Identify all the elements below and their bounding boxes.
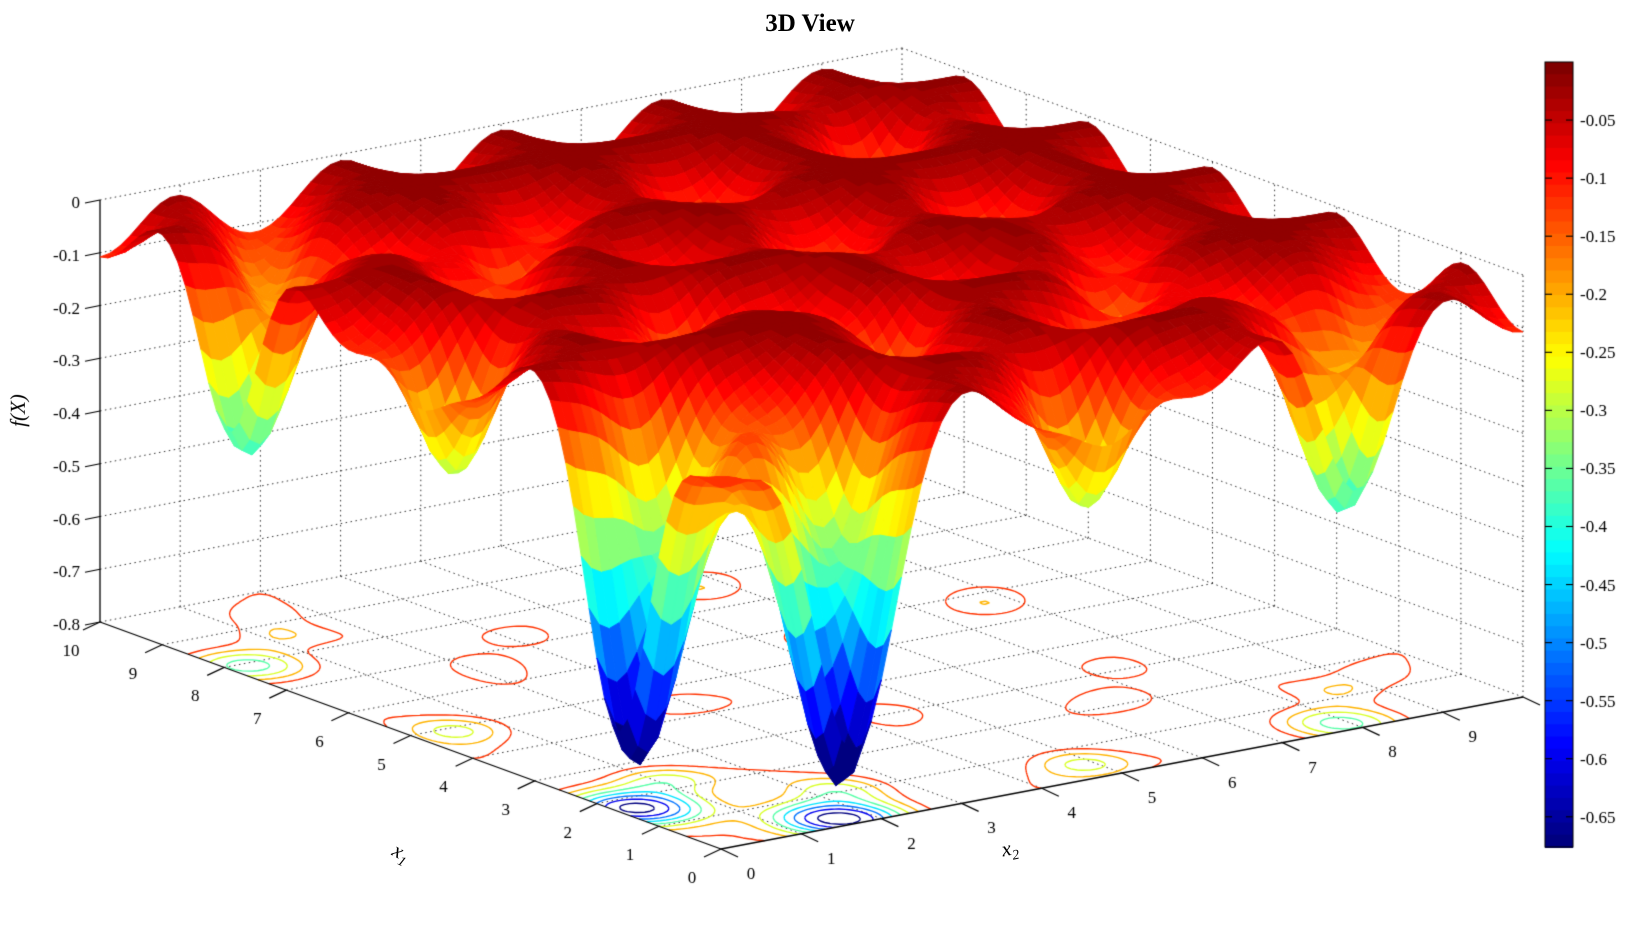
chart-title: 3D View [765, 10, 855, 37]
z-axis-label: f(X) [5, 394, 30, 427]
